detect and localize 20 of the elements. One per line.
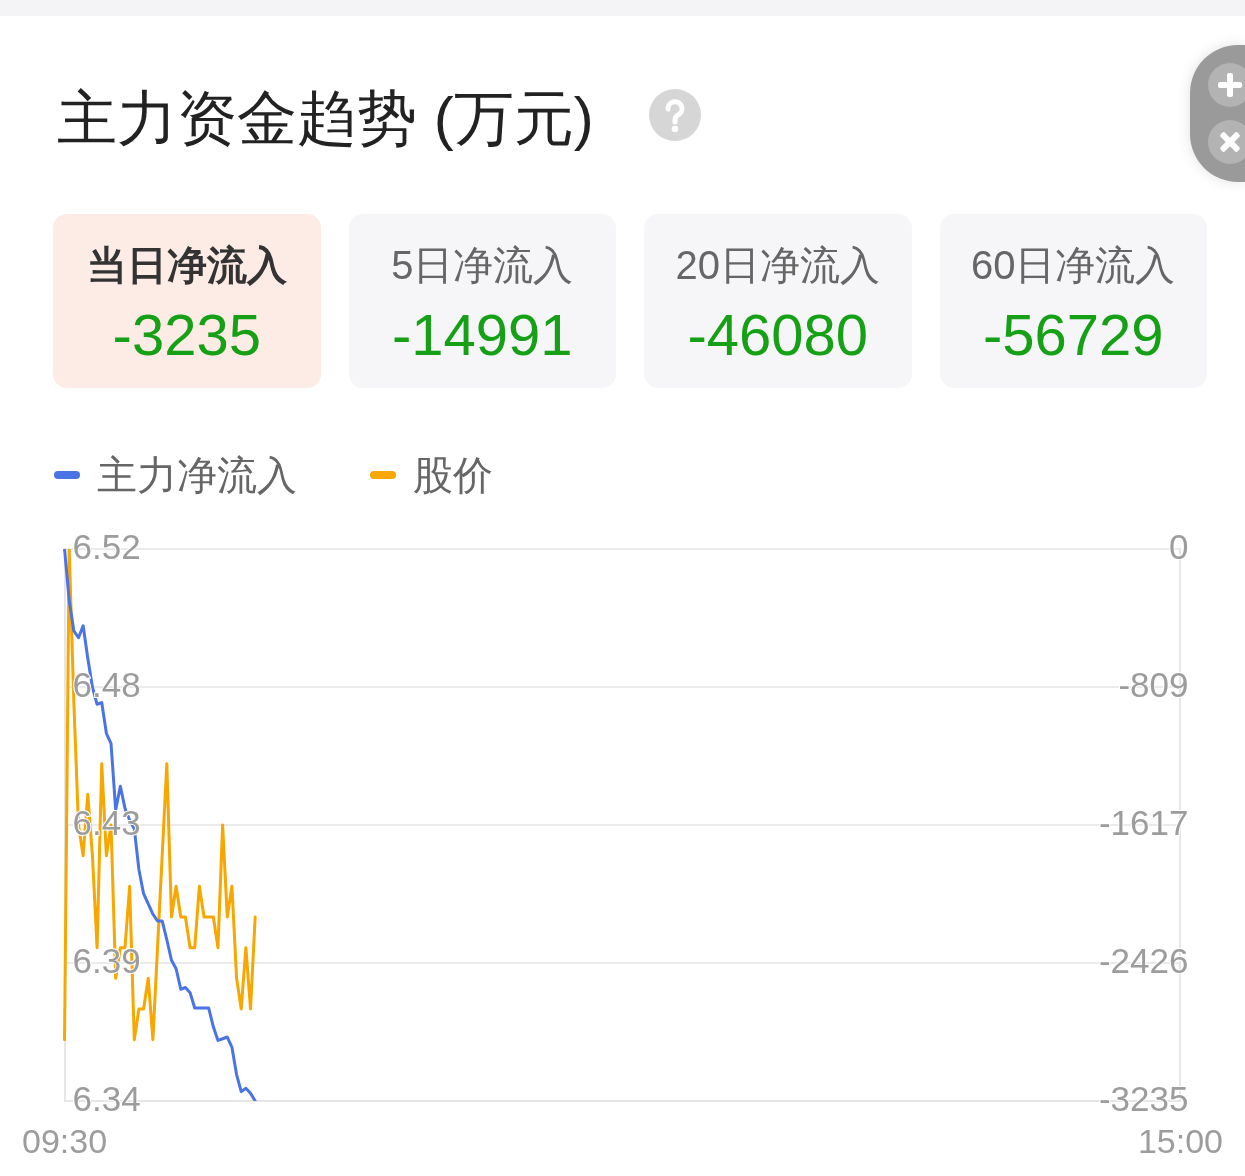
- text: -14991: [391, 302, 573, 367]
- legend-label: 股价: [413, 452, 493, 498]
- y-tick-label: 6.52: [72, 526, 141, 566]
- text: 60日净流入: [971, 243, 1176, 287]
- y2-tick-label: 0: [1168, 526, 1189, 566]
- y2-tick-label: -3235: [1098, 1078, 1189, 1118]
- text: 20日净流入: [675, 243, 880, 287]
- text: 主力资金趋势 (万元): [57, 85, 594, 152]
- text: -56729: [982, 302, 1164, 367]
- text: 5日净流入: [391, 243, 574, 287]
- y2-tick-label: -2426: [1098, 940, 1189, 980]
- y2-tick-label: -1617: [1098, 802, 1189, 842]
- x-tick-label: 15:00: [1137, 1121, 1224, 1160]
- text: 当日净流入: [86, 243, 287, 287]
- text: -46080: [687, 302, 869, 367]
- text: -3235: [112, 302, 261, 367]
- x-tick-label: 09:30: [21, 1121, 108, 1160]
- y2-tick-label: -809: [1118, 664, 1189, 704]
- legend-label: 主力净流入: [97, 452, 297, 498]
- y-tick-label: 6.34: [72, 1078, 141, 1118]
